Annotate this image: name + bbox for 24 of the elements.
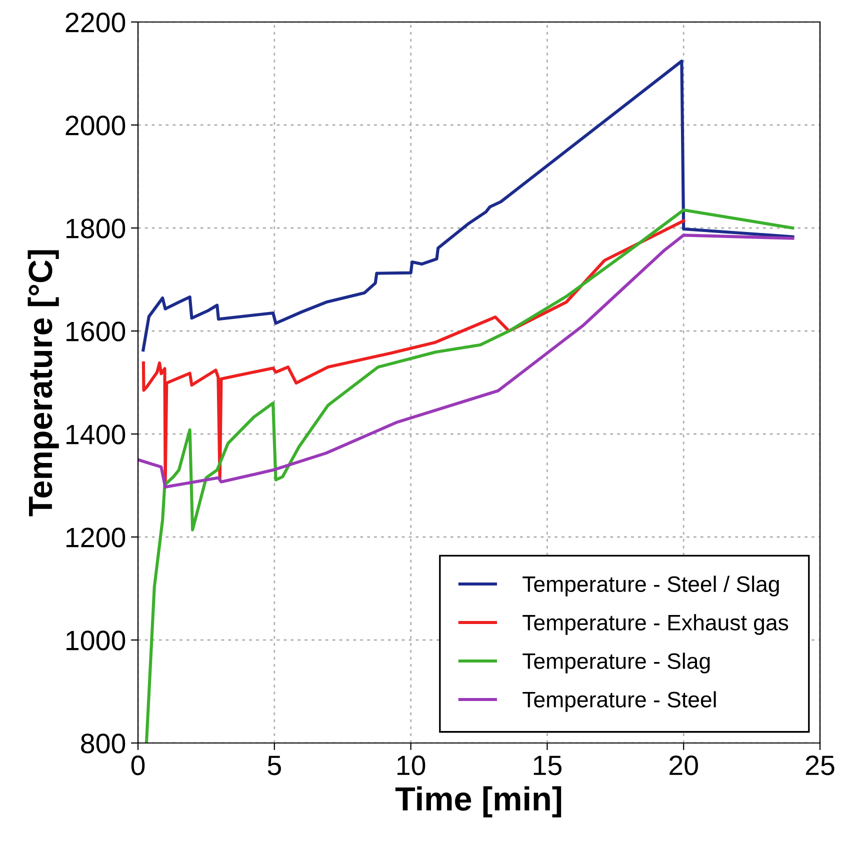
line-series [138, 234, 794, 489]
legend-label: Temperature - Exhaust gas [522, 614, 788, 635]
x-tick-label: 5 [268, 756, 281, 776]
legend-label: Temperature - Steel [522, 691, 716, 712]
x-tick-label: 0 [131, 756, 145, 776]
y-tick-label: 1800 [66, 218, 126, 238]
line-series [142, 219, 686, 484]
x-tick-label: 10 [397, 756, 426, 776]
y-tick-label: 2200 [66, 12, 126, 32]
x-axis-title: Time [min] [395, 786, 562, 818]
line-series [144, 208, 794, 743]
y-tick-label: 1200 [66, 528, 126, 548]
x-tick-label: 20 [670, 756, 698, 776]
y-tick-label: 1600 [66, 322, 126, 342]
line-series [142, 60, 794, 352]
y-tick-label: 1400 [66, 424, 126, 444]
y-axis-title: Temperature [°C] [28, 250, 59, 516]
y-tick-label: 1000 [66, 630, 126, 650]
legend-label: Temperature - Slag [522, 652, 710, 674]
y-tick-label: 800 [81, 734, 126, 754]
legend-label: Temperature - Steel / Slag [522, 576, 779, 596]
y-tick-label: 2000 [66, 116, 126, 136]
x-tick-label: 25 [806, 756, 834, 776]
x-tick-label: 15 [534, 756, 562, 776]
